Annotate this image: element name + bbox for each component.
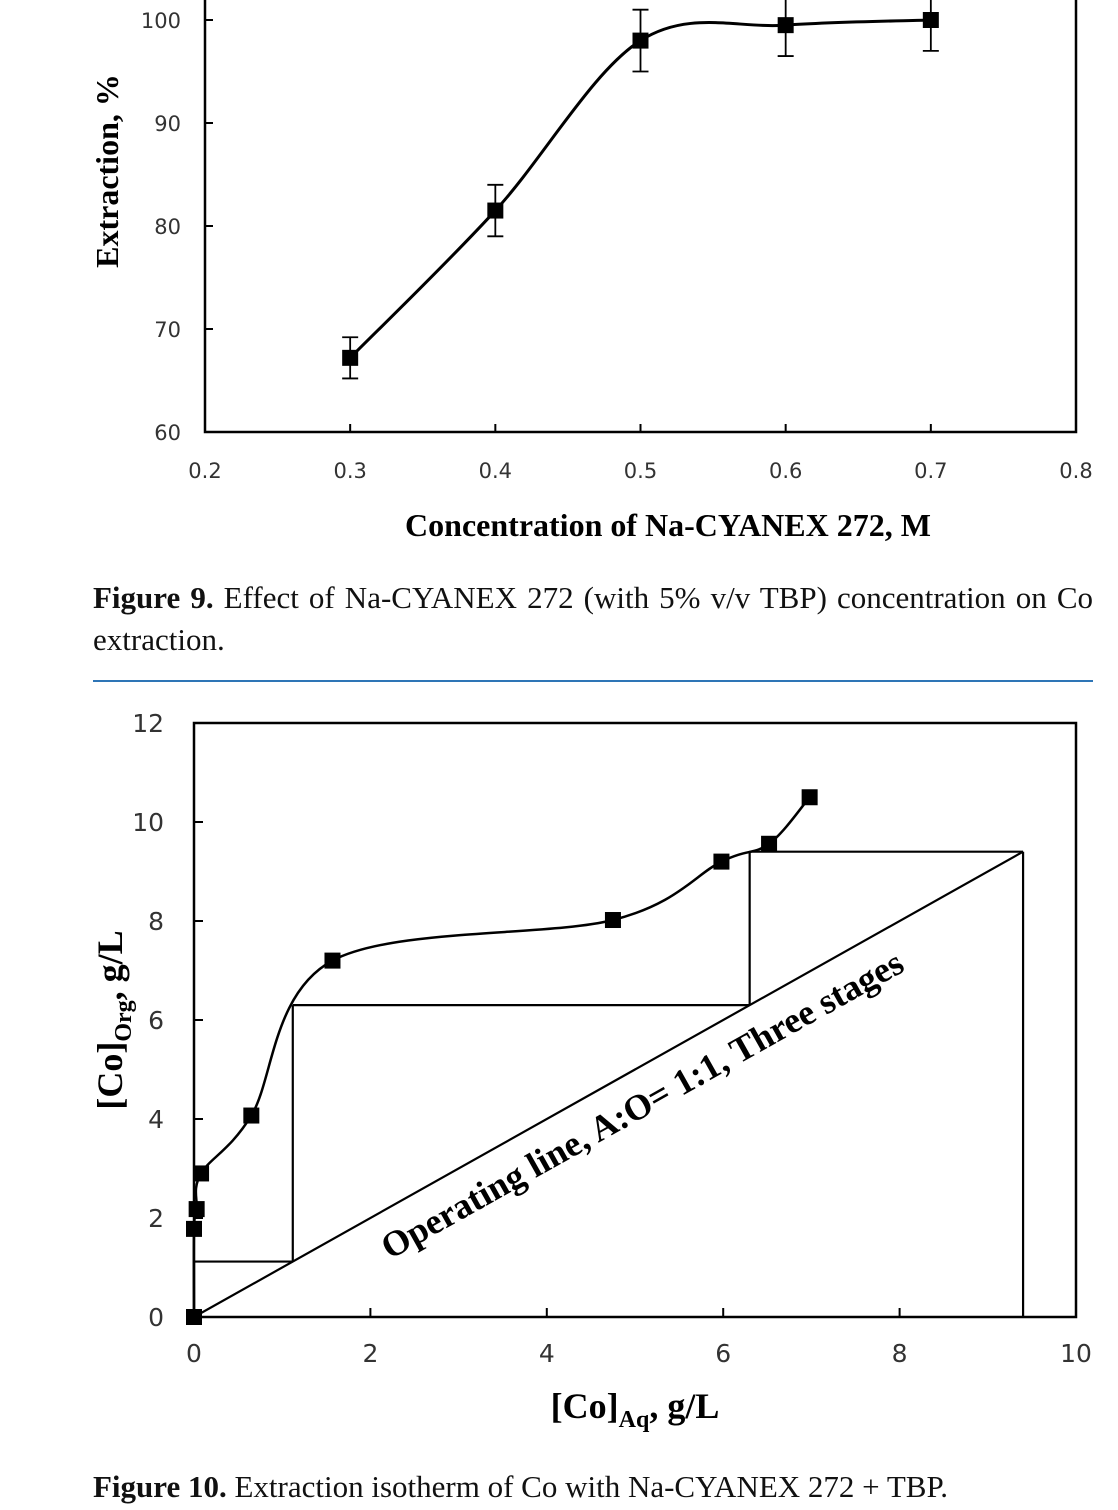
data-point-marker [801,789,818,806]
x-tick-label: 6 [715,1339,731,1368]
y-tick-label: 0 [148,1303,164,1332]
x-tick-label: 0.6 [769,459,802,483]
figure-10-caption: Figure 10. Extraction isotherm of Co wit… [93,1466,1093,1508]
y-tick-label: 4 [148,1105,164,1134]
x-tick-label: 10 [1060,1339,1092,1368]
x-tick-label: 4 [539,1339,555,1368]
figure-10-caption-text: Extraction isotherm of Co with Na-CYANEX… [234,1469,949,1504]
x-tick-label: 0.2 [188,459,221,483]
y-tick-label: 6 [148,1006,164,1035]
x-tick-label: 2 [362,1339,378,1368]
x-tick-label: 0.7 [914,459,947,483]
data-point-marker [777,17,794,34]
data-point-marker [487,202,504,219]
x-tick-label: 0.3 [333,459,366,483]
plot-frame [192,721,1078,1319]
figure-9-chart: 0.2 0.3 0.4 0.5 0.6 0.7 0.8 60 70 80 90 100 Concentr… [89,0,1093,543]
data-point-marker [193,1165,210,1182]
operating-line [193,850,1024,1318]
data-point-marker [324,952,341,969]
x-tick-label: 0.4 [479,459,512,483]
data-point-marker [761,835,778,852]
data-point-marker [186,1220,202,1237]
x-axis-title: [Co]Aq, g/L [551,1386,720,1433]
data-point-marker [243,1107,260,1124]
data-point-marker [632,32,649,49]
x-tick-label: 0 [186,1339,202,1368]
section-divider [93,680,1093,682]
series-curve [349,18,931,359]
x-tick-label: 0.5 [624,459,657,483]
y-tick-label: 90 [154,112,181,136]
y-tick-label: 80 [154,215,181,239]
y-axis-title: Extraction, % [89,74,125,268]
data-point-marker [713,853,730,870]
y-tick-label: 12 [132,709,164,738]
y-tick-label: 8 [148,907,164,936]
data-point-marker [604,912,621,929]
y-tick-label: 2 [148,1204,164,1233]
figure-9-caption-label: Figure 9. [93,580,214,615]
x-axis-title: Concentration of Na-CYANEX 272, M [405,507,931,543]
x-tick-label: 8 [892,1339,908,1368]
figure-9-caption: Figure 9. Effect of Na-CYANEX 272 (with … [93,577,1093,661]
x-tick-label: 0.8 [1059,459,1092,483]
data-point-marker [922,12,939,28]
figure-10-caption-label: Figure 10. [93,1469,227,1504]
data-point-marker [188,1201,205,1218]
y-tick-label: 10 [132,808,164,837]
y-tick-label: 70 [154,318,181,342]
y-tick-label: 100 [141,9,181,33]
data-point-marker [342,349,359,366]
figure-9-caption-text: Effect of Na-CYANEX 272 (with 5% v/v TBP… [93,580,1094,657]
figure-10-chart: 0 2 4 6 8 10 0 2 4 6 8 10 12 [Co]Aq, g/L [Co]Org, g/L O… [90,709,1092,1433]
y-tick-label: 60 [154,421,181,445]
data-point-marker [186,1309,202,1325]
operating-line-annotation: Operating line, A:O= 1:1, Three stages [374,942,910,1267]
y-axis-title: [Co]Org, g/L [90,930,137,1109]
